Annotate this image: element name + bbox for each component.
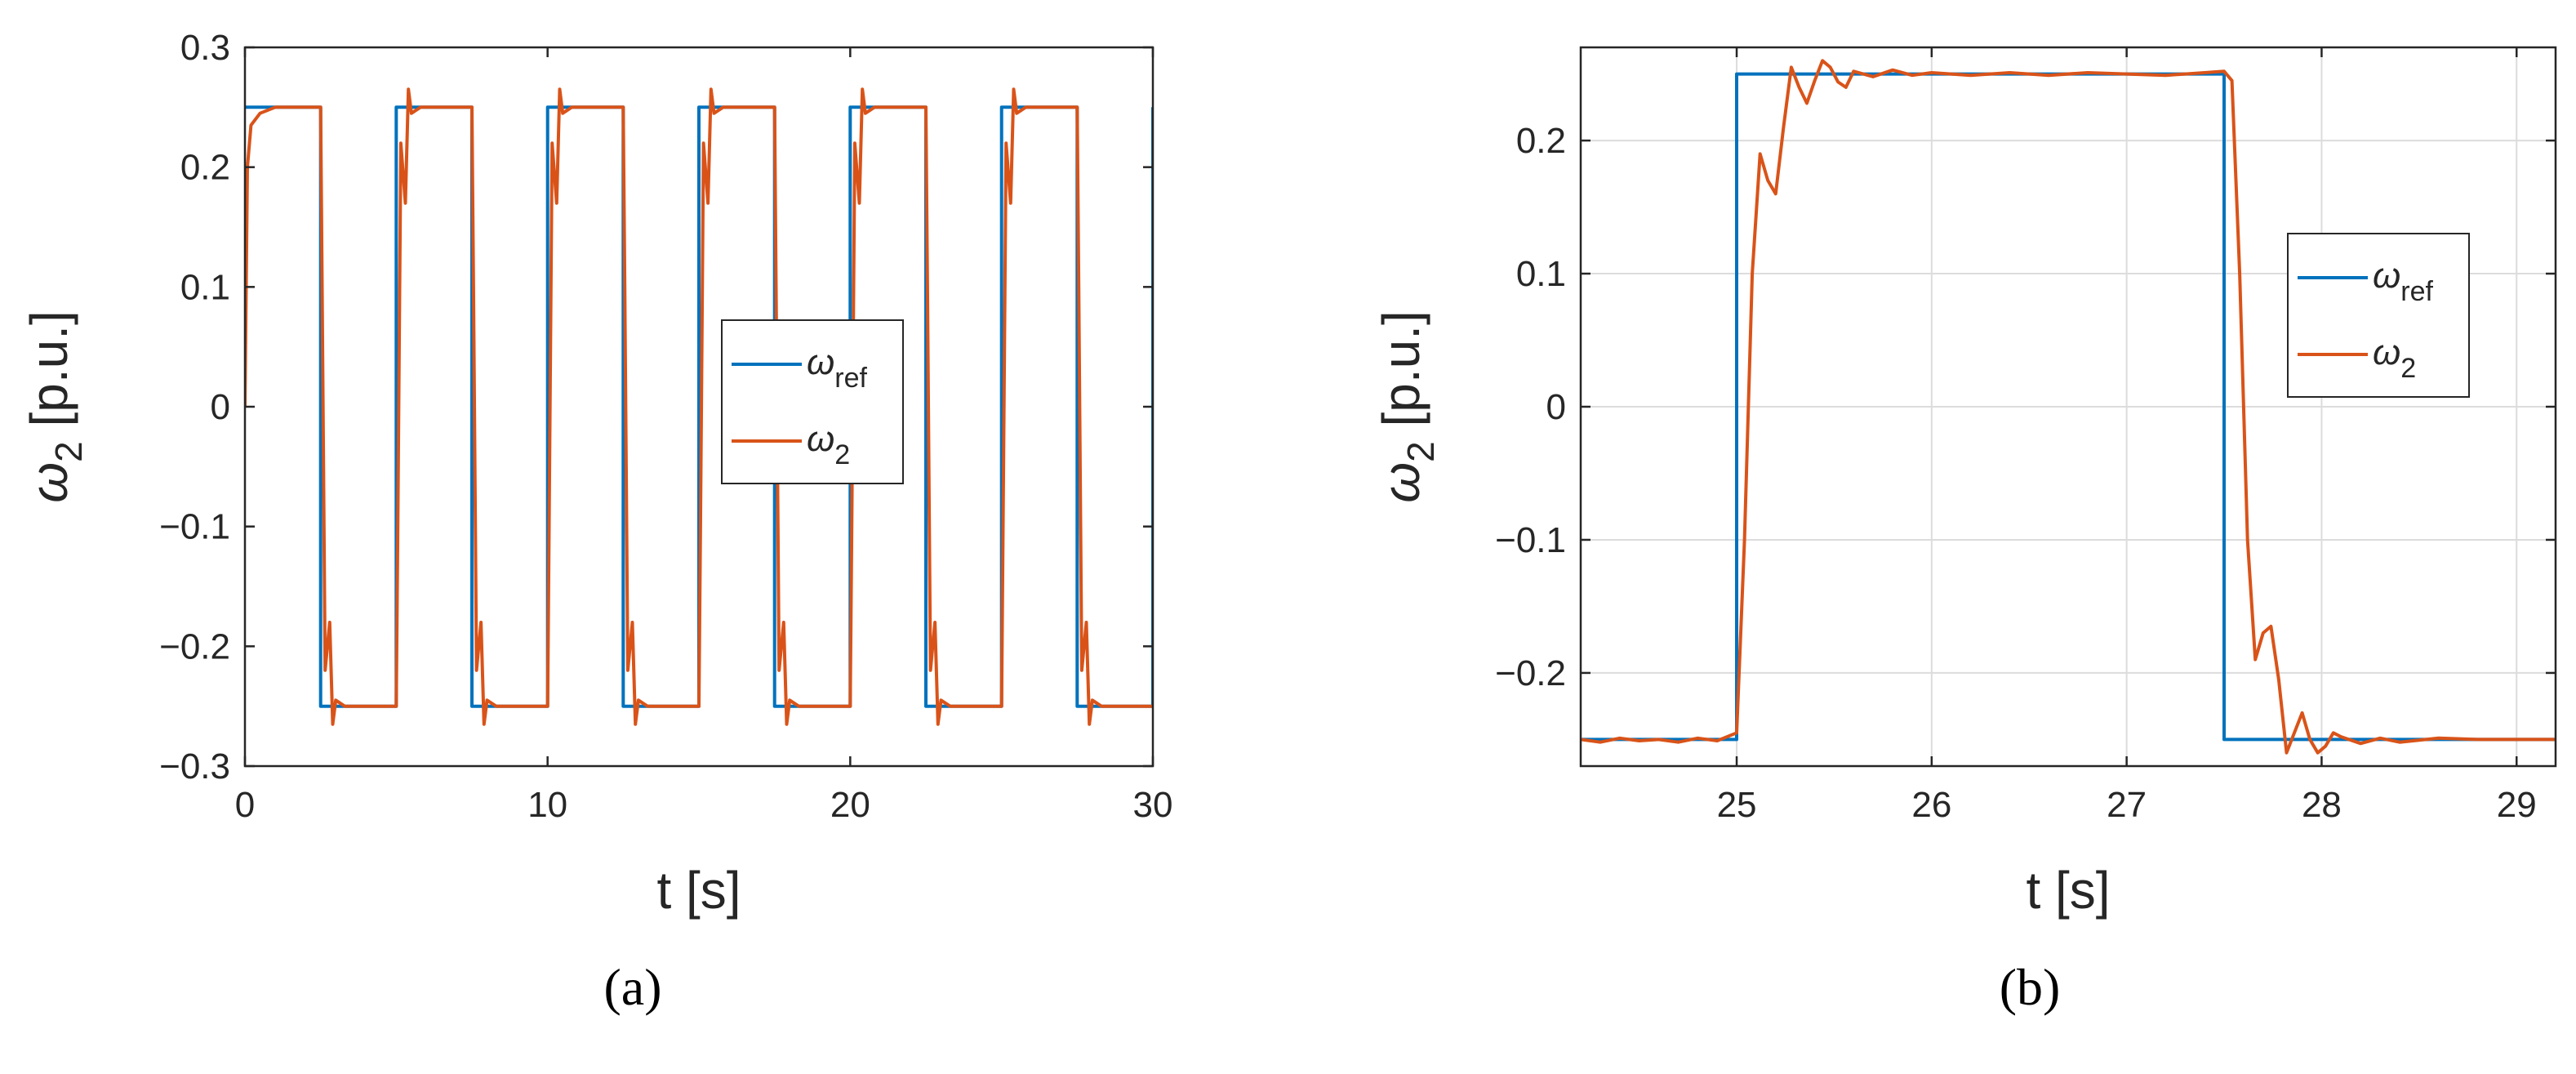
legend-label-subscript: 2	[834, 439, 850, 470]
legend-label-symbol: ω	[807, 419, 834, 459]
y-tick-label: −0.1	[1495, 520, 1566, 560]
y-tick-label: 0.1	[1516, 254, 1566, 294]
chart-b: 25 26 27 28 29−0.2−0.100.10.2t [s]ω2 [p.u.]ω…	[1372, 46, 2557, 1016]
x-axis-label: t [s]	[656, 861, 741, 920]
series-line-omega-2	[245, 87, 1153, 726]
x-tick-label: 25	[1717, 785, 1757, 825]
x-tick-label: 10	[527, 785, 567, 825]
legend-label-symbol: ω	[2373, 332, 2400, 372]
x-tick-label: 20	[830, 785, 870, 825]
y-tick-label: 0	[211, 387, 230, 427]
panel-b: 25 26 27 28 29 −0.2 −0.1 0 0.1 0.2 t [s] ω2 [p.u.] ω…	[1288, 0, 2576, 1070]
y-tick-label: 0.1	[180, 267, 230, 307]
y-axis-label-subscript: 2	[1399, 441, 1442, 462]
y-tick-label: 0	[1546, 387, 1566, 427]
y-axis-label: ω2 [p.u.]	[1372, 310, 1442, 503]
y-axis-label-symbol: ω	[20, 462, 78, 503]
y-tick-label: −0.2	[1495, 653, 1566, 693]
panel-caption: (b)	[2000, 958, 2061, 1016]
series-line-omega-ref	[245, 105, 1153, 708]
x-axis-label: t [s]	[2026, 861, 2110, 920]
chart-a: 0 10 20 30−0.3−0.2−0.100.10.20.3t [s]ω2 [p.…	[20, 28, 1173, 1016]
legend-label-subscript: 2	[2400, 353, 2416, 384]
legend-label-omega-ref: ωref	[2373, 256, 2434, 307]
y-axis-label-unit: [p.u.]	[20, 310, 78, 441]
x-tick-label: 26	[1911, 785, 1951, 825]
x-tick-label: 27	[2107, 785, 2147, 825]
panel-a: 0 10 20 30 −0.3 −0.2 −0.1 0 0.1 0.2 0.3 t [s] ω2 [p.…	[0, 0, 1288, 1070]
x-tick-label: 0	[235, 785, 255, 825]
legend-box	[721, 319, 904, 484]
y-tick-label: −0.1	[159, 507, 230, 547]
y-axis-label-unit: [p.u.]	[1372, 310, 1430, 441]
panel-caption: (a)	[603, 958, 661, 1016]
legend-label-omega-ref: ωref	[807, 342, 868, 394]
legend-box	[2287, 233, 2470, 398]
x-tick-label: 29	[2497, 785, 2537, 825]
y-axis-label: ω2 [p.u.]	[20, 310, 90, 503]
legend-label-omega-2: ω2	[2373, 332, 2416, 384]
y-axis-label-symbol: ω	[1372, 462, 1430, 503]
y-axis-label-subscript: 2	[47, 441, 90, 462]
grid	[1581, 47, 2556, 766]
y-tick-label: 0.2	[180, 148, 230, 188]
series-line-omega-2	[1581, 59, 2556, 755]
legend-label-subscript: ref	[834, 363, 867, 394]
legend-label-symbol: ω	[2373, 256, 2400, 296]
x-tick-label: 30	[1133, 785, 1173, 825]
y-tick-label: −0.2	[159, 626, 230, 666]
legend-label-symbol: ω	[807, 342, 834, 382]
x-tick-label: 28	[2302, 785, 2342, 825]
y-tick-label: 0.3	[180, 28, 230, 68]
legend-label-omega-2: ω2	[807, 419, 850, 470]
y-tick-label: −0.3	[159, 746, 230, 787]
legend-label-subscript: ref	[2400, 276, 2433, 307]
y-tick-label: 0.2	[1516, 121, 1566, 161]
